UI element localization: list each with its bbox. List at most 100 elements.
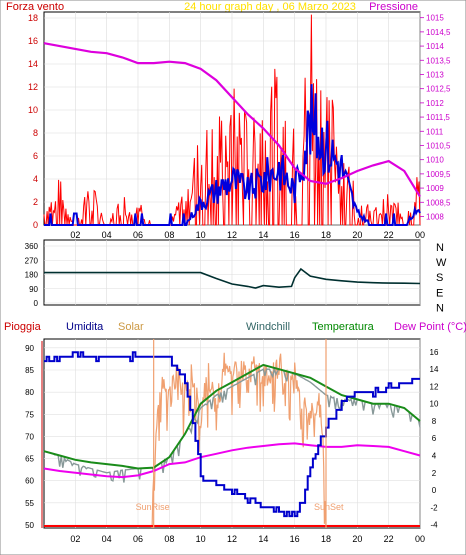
wind-tick-label: 4 <box>33 174 38 184</box>
wind-panel-ticks: 02468101214161810081008,510091009,510101… <box>28 13 451 240</box>
solar-line <box>151 352 327 529</box>
x-tick-label: 04 <box>102 230 112 240</box>
pressure-tick-label: 1013 <box>426 70 444 79</box>
x-tick-label: 06 <box>133 534 143 544</box>
pressure-line <box>43 42 421 198</box>
temperature-tick-label: -2 <box>430 503 438 512</box>
temperature-tick-label: 16 <box>430 348 439 357</box>
temperature-line <box>43 363 421 470</box>
x-tick-label: 16 <box>290 230 300 240</box>
x-tick-label: 14 <box>258 230 268 240</box>
wind-tick-label: 10 <box>28 105 38 115</box>
x-tick-label: 00 <box>415 230 425 240</box>
pressure-tick-label: 1010 <box>426 156 444 165</box>
pressure-tick-label: 1011 <box>426 127 444 136</box>
temperature-tick-label: 0 <box>432 486 437 495</box>
x-tick-label: 22 <box>384 534 394 544</box>
legend-dewpoint: Dew Point (°C) <box>394 321 466 333</box>
temperature-tick-label: 2 <box>432 469 437 478</box>
legend-solar: Solar <box>118 321 144 333</box>
direction-tick-label: 180 <box>25 271 39 280</box>
wind-tick-label: 12 <box>28 82 38 92</box>
temperature-tick-label: -4 <box>430 521 438 530</box>
direction-tick-label: 270 <box>25 256 39 265</box>
left-axis-title: Forza vento <box>6 1 64 13</box>
temperature-tick-label: 6 <box>432 434 437 443</box>
direction-tick-label: 360 <box>25 242 39 251</box>
chart-title: 24 hour graph day , 06 Marzo 2023 <box>184 1 356 13</box>
pressure-tick-label: 1013,5 <box>426 56 451 65</box>
temperature-tick-label: 8 <box>432 417 437 426</box>
x-tick-label: 08 <box>164 230 174 240</box>
direction-panel-grid <box>44 240 421 305</box>
compass-label: N <box>436 302 444 314</box>
x-tick-label: 18 <box>321 534 331 544</box>
pressure-tick-label: 1014 <box>426 42 444 51</box>
pressure-tick-label: 1008,5 <box>426 198 451 207</box>
x-tick-label: 00 <box>415 534 425 544</box>
x-tick-label: 04 <box>102 534 112 544</box>
pressure-tick-label: 1012 <box>426 99 444 108</box>
x-tick-label: 06 <box>133 230 143 240</box>
x-tick-label: 20 <box>352 534 362 544</box>
wind-tick-label: 14 <box>28 59 38 69</box>
direction-tick-label: 90 <box>29 285 38 294</box>
x-tick-label: 12 <box>227 534 237 544</box>
compass-label: W <box>436 257 447 269</box>
direction-tick-label: 0 <box>34 299 39 308</box>
wind-tick-label: 18 <box>28 13 38 23</box>
x-tick-label: 16 <box>290 534 300 544</box>
pressure-tick-label: 1009 <box>426 184 444 193</box>
wind-average-line <box>44 84 421 226</box>
legend-temperatura: Temperatura <box>312 321 375 333</box>
humidity-tick-label: 65 <box>25 455 34 464</box>
x-tick-label: 10 <box>196 230 206 240</box>
wind-tick-label: 8 <box>33 128 38 138</box>
humidity-tick-label: 80 <box>25 388 34 397</box>
temperature-tick-label: 4 <box>432 452 437 461</box>
temperature-tick-label: 14 <box>430 365 439 374</box>
compass-label: N <box>436 242 444 254</box>
compass-label: S <box>436 272 443 284</box>
pressure-tick-label: 1009,5 <box>426 170 451 179</box>
humidity-tick-label: 60 <box>25 477 34 486</box>
pressure-tick-label: 1011,5 <box>426 113 450 122</box>
temperature-tick-label: 12 <box>430 382 439 391</box>
legend-pioggia: Pioggia <box>4 321 42 333</box>
wind-direction-line <box>44 267 421 289</box>
compass-label: E <box>436 287 443 299</box>
pressure-tick-label: 1014,5 <box>426 28 451 37</box>
wind-tick-label: 2 <box>33 197 38 207</box>
pressure-tick-label: 1008 <box>426 212 444 221</box>
humidity-tick-label: 55 <box>25 499 34 508</box>
x-tick-label: 08 <box>164 534 174 544</box>
wind-tick-label: 0 <box>33 220 38 230</box>
humidity-tick-label: 90 <box>25 344 34 353</box>
dewpoint-line <box>43 442 421 479</box>
humidity-tick-label: 70 <box>25 432 34 441</box>
sunrise-label: SunRise <box>136 502 170 512</box>
legend-umidita: Umidita <box>66 321 104 333</box>
humidity-tick-label: 75 <box>25 410 34 419</box>
x-tick-label: 18 <box>321 230 331 240</box>
wind-tick-label: 16 <box>28 36 38 46</box>
x-tick-label: 20 <box>352 230 362 240</box>
x-tick-label: 02 <box>70 230 80 240</box>
humidity-line <box>44 351 420 518</box>
pressure-tick-label: 1010,5 <box>426 141 451 150</box>
pressure-tick-label: 1015 <box>426 14 444 23</box>
temperature-tick-label: 10 <box>430 400 439 409</box>
legend-windchill: Windchill <box>246 321 290 333</box>
wind-tick-label: 6 <box>33 151 38 161</box>
sunset-label: SunSet <box>314 502 344 512</box>
wind-panel-series <box>43 14 421 226</box>
right-axis-title: Pressione <box>369 1 418 13</box>
x-tick-label: 12 <box>227 230 237 240</box>
direction-panel-series <box>44 267 421 289</box>
x-tick-label: 22 <box>384 230 394 240</box>
pressure-tick-label: 1012,5 <box>426 85 451 94</box>
